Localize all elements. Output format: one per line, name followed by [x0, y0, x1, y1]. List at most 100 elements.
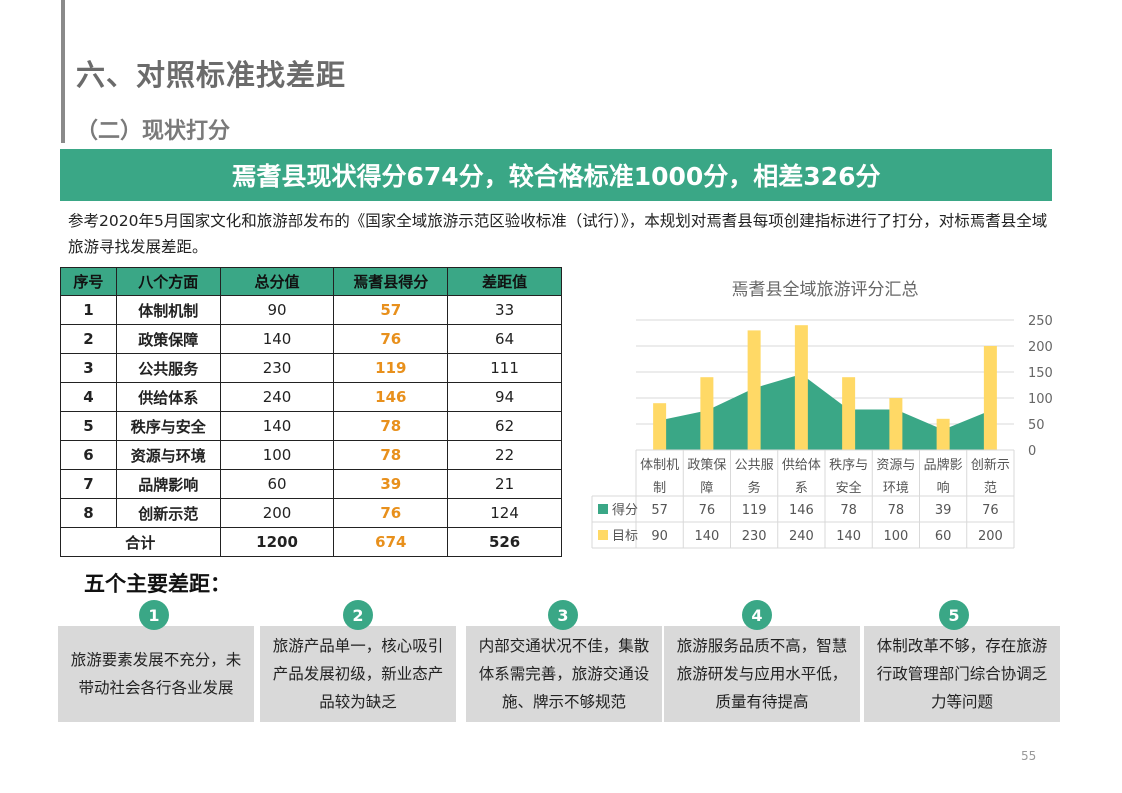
- row-gap: 62: [447, 411, 562, 441]
- bar-target: [700, 377, 714, 450]
- legend-label: 目标: [612, 529, 638, 544]
- y-tick-label: 50: [1028, 418, 1045, 433]
- x-tick-label: 系: [795, 481, 808, 496]
- section-title: 六、对照标准找差距: [76, 58, 347, 92]
- gap-number-5: 5: [939, 600, 969, 630]
- row-total: 60: [219, 469, 335, 499]
- row-aspect: 公共服务: [115, 353, 221, 383]
- data-label: 76: [982, 503, 999, 518]
- score-table: 序号 八个方面 总分值 焉耆县得分 差距值 1 体制机制 90 57 33 2 …: [60, 267, 562, 557]
- summary-banner: 焉耆县现状得分674分，较合格标准1000分，相差326分: [60, 149, 1052, 201]
- row-aspect: 品牌影响: [115, 469, 221, 499]
- x-tick-label: 务: [748, 480, 761, 496]
- legend-label: 得分: [612, 502, 638, 518]
- gap-text: 旅游要素发展不充分，未带动社会各行各业发展: [70, 651, 242, 697]
- table-row: 7 品牌影响 60 39 21: [60, 469, 562, 499]
- area-series-score: [659, 374, 991, 450]
- row-total: 90: [219, 295, 335, 325]
- row-gap: 33: [447, 295, 562, 325]
- y-tick-label: 100: [1028, 392, 1053, 407]
- row-no: 3: [60, 353, 117, 383]
- row-total: 240: [219, 382, 335, 412]
- gap-number-2: 2: [343, 600, 373, 630]
- total-total: 1200: [219, 527, 335, 557]
- row-no: 7: [60, 469, 117, 499]
- bar-target: [983, 346, 997, 450]
- table-row: 3 公共服务 230 119 111: [60, 353, 562, 383]
- x-tick-label: 响: [937, 480, 950, 496]
- row-gap: 111: [447, 353, 562, 383]
- row-gap: 21: [447, 469, 562, 499]
- table-row: 1 体制机制 90 57 33: [60, 295, 562, 325]
- total-label: 合计: [60, 527, 221, 557]
- header-no: 序号: [60, 267, 117, 296]
- data-label: 78: [840, 503, 857, 518]
- x-tick-label: 安全: [836, 480, 862, 496]
- row-score: 39: [333, 469, 449, 499]
- table-row: 8 创新示范 200 76 124: [60, 498, 562, 528]
- row-aspect: 资源与环境: [115, 440, 221, 470]
- row-aspect: 供给体系: [115, 382, 221, 412]
- data-label: 146: [789, 503, 814, 518]
- y-tick-label: 200: [1028, 340, 1053, 355]
- row-total: 100: [219, 440, 335, 470]
- row-aspect: 政策保障: [115, 324, 221, 354]
- y-tick-label: 250: [1028, 314, 1053, 329]
- data-label: 140: [694, 529, 719, 544]
- table-header-row: 序号 八个方面 总分值 焉耆县得分 差距值: [60, 267, 562, 296]
- data-label: 140: [836, 529, 861, 544]
- table-total-row: 合计 1200 674 526: [60, 527, 562, 557]
- table-row: 6 资源与环境 100 78 22: [60, 440, 562, 470]
- data-label: 78: [888, 503, 905, 518]
- row-score: 57: [333, 295, 449, 325]
- data-label: 76: [699, 503, 716, 518]
- row-aspect: 创新示范: [115, 498, 221, 528]
- row-gap: 124: [447, 498, 562, 528]
- data-label: 230: [742, 529, 767, 544]
- total-score: 674: [333, 527, 449, 557]
- y-tick-label: 0: [1028, 444, 1036, 459]
- y-tick-label: 150: [1028, 366, 1053, 381]
- row-no: 1: [60, 295, 117, 325]
- intro-paragraph: 参考2020年5月国家文化和旅游部发布的《国家全域旅游示范区验收标准（试行）》，…: [68, 212, 1048, 256]
- row-no: 6: [60, 440, 117, 470]
- bar-target: [747, 330, 761, 450]
- x-tick-label: 政策保: [687, 457, 726, 473]
- row-gap: 64: [447, 324, 562, 354]
- row-total: 140: [219, 324, 335, 354]
- chart-title: 焉耆县全域旅游评分汇总: [732, 280, 919, 300]
- row-score: 76: [333, 498, 449, 528]
- row-aspect: 秩序与安全: [115, 411, 221, 441]
- header-total: 总分值: [219, 267, 335, 296]
- gap-number-3: 3: [548, 600, 578, 630]
- x-tick-label: 范: [984, 481, 997, 496]
- gap-text: 体制改革不够，存在旅游行政管理部门综合协调乏力等问题: [876, 637, 1048, 711]
- header-aspect: 八个方面: [115, 267, 221, 296]
- data-label: 39: [935, 503, 952, 518]
- row-score: 146: [333, 382, 449, 412]
- x-tick-label: 公共服: [735, 458, 774, 473]
- sub-title: （二）现状打分: [76, 119, 231, 144]
- header-score: 焉耆县得分: [333, 267, 449, 296]
- gaps-title: 五个主要差距：: [84, 572, 231, 596]
- gap-text: 旅游产品单一，核心吸引产品发展初级，新业态产品较为缺乏: [272, 637, 444, 711]
- x-tick-label: 品牌影: [924, 457, 963, 473]
- row-total: 140: [219, 411, 335, 441]
- row-score: 76: [333, 324, 449, 354]
- data-label: 240: [789, 529, 814, 544]
- x-tick-label: 供给体: [782, 458, 821, 473]
- bar-target: [653, 403, 667, 450]
- row-gap: 94: [447, 382, 562, 412]
- data-label: 100: [883, 529, 908, 544]
- gap-text: 旅游服务品质不高，智慧旅游研发与应用水平低，质量有待提高: [676, 637, 848, 711]
- row-total: 230: [219, 353, 335, 383]
- row-no: 5: [60, 411, 117, 441]
- row-no: 4: [60, 382, 117, 412]
- data-label: 119: [742, 503, 767, 518]
- row-total: 200: [219, 498, 335, 528]
- x-tick-label: 资源与: [876, 458, 915, 473]
- x-tick-label: 体制机: [640, 458, 679, 473]
- bar-target: [842, 377, 856, 450]
- data-label: 60: [935, 529, 952, 544]
- score-summary-chart: 焉耆县全域旅游评分汇总 0 50 100 150 200 250 体制机制 政策保障 公共服务 供给…: [591, 280, 1053, 549]
